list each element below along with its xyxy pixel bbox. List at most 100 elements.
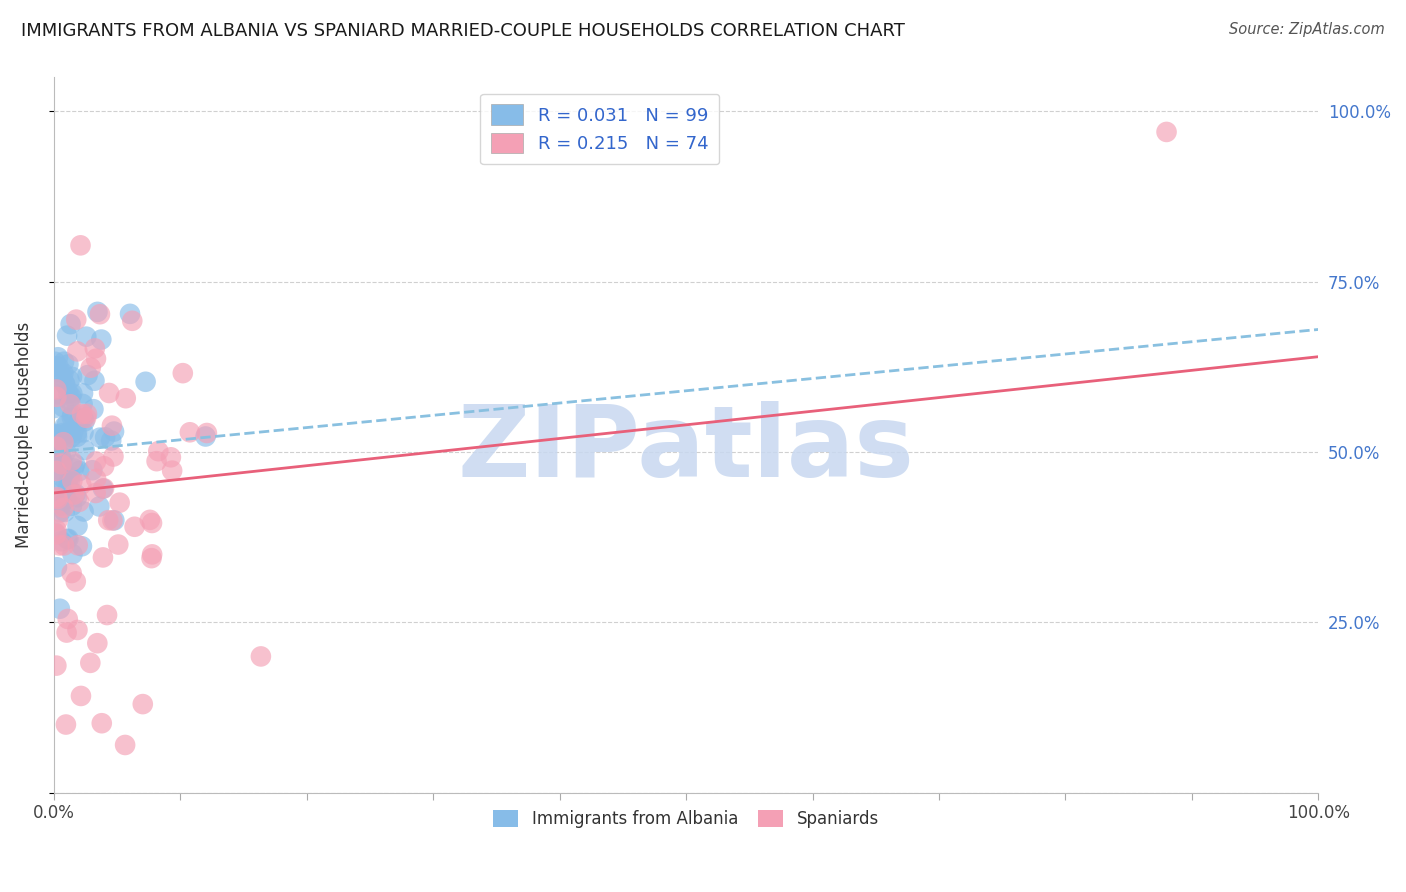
Point [49, 463, 72, 477]
Point [70, 407, 93, 421]
Point [66, 538, 89, 552]
Legend: Immigrants from Albania, Spaniards: Immigrants from Albania, Spaniards [486, 803, 886, 834]
Point [72, 504, 94, 518]
Point [62, 408, 84, 422]
Point [82, 463, 104, 477]
Point [63, 487, 86, 501]
Point [53, 505, 76, 519]
Point [103, 513, 125, 527]
Point [60, 430, 83, 444]
Point [44, 483, 66, 498]
Point [60, 566, 83, 580]
Point [53, 377, 76, 392]
Point [67, 495, 90, 509]
Point [72, 411, 94, 425]
Point [58, 532, 80, 546]
Point [100, 434, 122, 448]
Point [48, 359, 70, 374]
Point [139, 513, 162, 527]
Point [160, 450, 183, 465]
Point [70, 689, 93, 703]
Point [91, 550, 114, 565]
Point [52, 435, 75, 450]
Point [45, 490, 67, 504]
Point [97, 513, 120, 527]
Point [195, 425, 218, 440]
Point [45, 440, 67, 454]
Point [114, 738, 136, 752]
Text: Source: ZipAtlas.com: Source: ZipAtlas.com [1229, 22, 1385, 37]
Point [94, 430, 117, 444]
Point [45, 464, 67, 478]
Point [51, 534, 73, 549]
Point [103, 425, 125, 439]
Point [44, 355, 66, 369]
Point [59, 425, 82, 439]
Point [49, 601, 72, 615]
Point [60, 386, 83, 401]
Point [83, 374, 105, 388]
Point [56, 328, 79, 343]
Point [59, 389, 82, 403]
Point [250, 649, 273, 664]
Point [45, 445, 67, 459]
Point [52, 366, 75, 380]
Point [179, 425, 201, 440]
Point [45, 464, 67, 478]
Point [45, 658, 67, 673]
Point [86, 636, 108, 650]
Point [84, 472, 107, 486]
Point [72, 397, 94, 411]
Point [49, 498, 72, 512]
Point [58, 393, 80, 408]
Point [58, 373, 80, 387]
Point [141, 547, 163, 561]
Point [53, 376, 76, 391]
Point [55, 717, 77, 731]
Point [56, 532, 79, 546]
Point [49, 505, 72, 519]
Point [93, 459, 115, 474]
Point [48, 455, 70, 469]
Point [53, 480, 76, 494]
Point [44, 428, 66, 442]
Point [73, 442, 96, 457]
Point [56, 417, 79, 431]
Point [67, 464, 90, 478]
Point [89, 431, 111, 445]
Point [60, 499, 83, 513]
Point [76, 407, 98, 421]
Point [135, 375, 157, 389]
Point [45, 359, 67, 374]
Point [66, 519, 89, 533]
Point [70, 539, 93, 553]
Point [55, 491, 77, 506]
Point [66, 344, 89, 359]
Point [45, 523, 67, 537]
Point [101, 418, 124, 433]
Point [108, 496, 131, 510]
Point [75, 410, 97, 425]
Point [51, 453, 73, 467]
Point [55, 625, 77, 640]
Point [84, 454, 107, 468]
Point [51, 470, 73, 484]
Point [90, 333, 112, 347]
Point [52, 500, 75, 515]
Point [141, 516, 163, 530]
Point [51, 458, 73, 472]
Point [46, 560, 69, 574]
Point [46, 365, 69, 379]
Point [89, 500, 111, 514]
Point [45, 430, 67, 444]
Point [84, 486, 107, 500]
Point [172, 366, 194, 380]
Point [52, 400, 75, 414]
Text: IMMIGRANTS FROM ALBANIA VS SPANIARD MARRIED-COUPLE HOUSEHOLDS CORRELATION CHART: IMMIGRANTS FROM ALBANIA VS SPANIARD MARR… [21, 22, 905, 40]
Point [66, 425, 89, 440]
Point [90, 716, 112, 731]
Point [59, 397, 82, 411]
Point [48, 539, 70, 553]
Point [76, 368, 98, 383]
Point [65, 574, 87, 589]
